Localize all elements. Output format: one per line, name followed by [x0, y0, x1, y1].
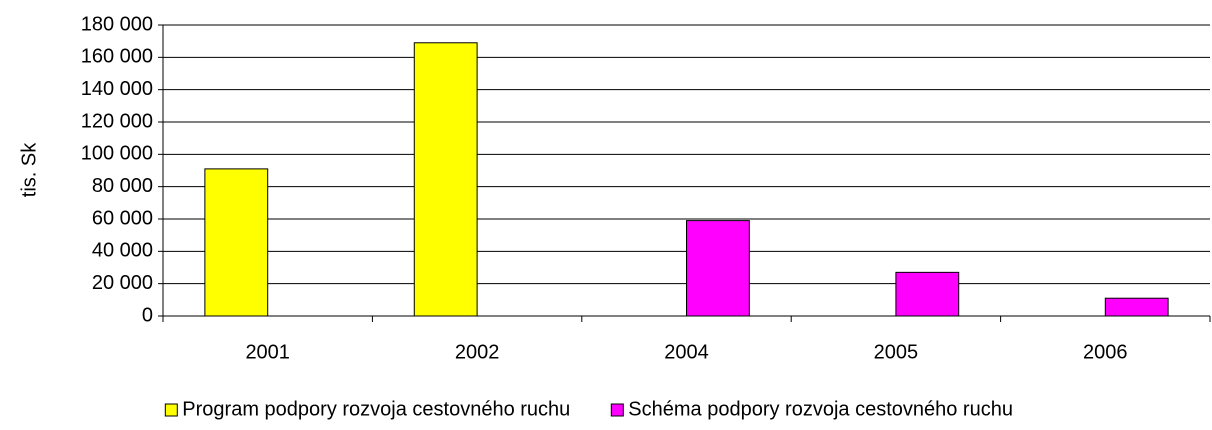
y-tick-label: 160 000	[81, 46, 153, 68]
y-tick-label: 20 000	[92, 272, 153, 294]
y-tick-label: 140 000	[81, 78, 153, 100]
y-tick-label: 120 000	[81, 110, 153, 132]
y-tick-label: 0	[142, 304, 153, 326]
y-tick-label: 60 000	[92, 207, 153, 229]
x-tick-label: 2006	[1083, 341, 1128, 363]
x-tick-label: 2005	[874, 341, 919, 363]
bar	[1104, 297, 1169, 317]
y-axis-label: tis. Sk	[18, 142, 40, 197]
y-tick-label: 80 000	[92, 175, 153, 197]
y-tick-label: 100 000	[81, 143, 153, 165]
x-tick-label: 2004	[664, 341, 709, 363]
legend-swatch	[610, 403, 624, 417]
bar	[413, 42, 478, 317]
bar	[204, 168, 269, 317]
bar	[686, 220, 750, 317]
bar	[895, 271, 960, 317]
y-tick-label: 40 000	[92, 240, 153, 262]
legend-label: Program podpory rozvoja cestovného ruchu	[182, 398, 570, 420]
legend-label: Schéma podpory rozvoja cestovného ruchu	[628, 398, 1013, 420]
legend-swatch	[164, 403, 178, 417]
x-tick-label: 2001	[245, 341, 290, 363]
x-tick-label: 2002	[455, 341, 500, 363]
y-tick-label: 180 000	[81, 13, 153, 35]
